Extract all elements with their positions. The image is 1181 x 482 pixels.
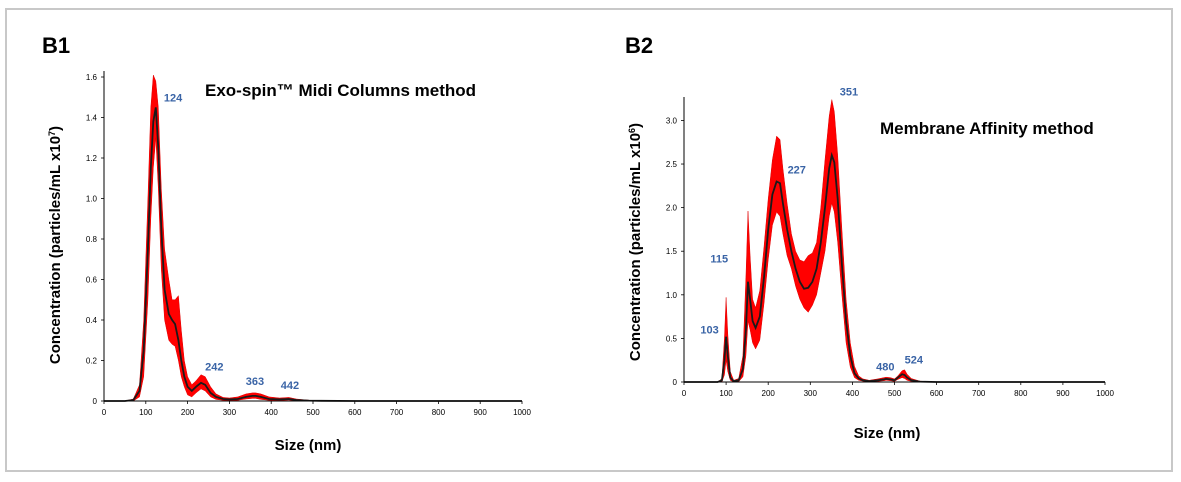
x-tick-label-b2: 0 [682,389,687,398]
error-band-b1 [104,74,522,402]
mean-line-b1 [104,107,522,402]
y-axis-title-main-b1: Concentration (particles/mL x10 [47,136,64,364]
chart-title-b1: Exo-spin™ Midi Columns method [205,81,476,100]
peak-label-b1: 442 [281,380,299,392]
y-axis-title-close-b1: ) [47,126,64,131]
x-tick-label-b2: 1000 [1096,389,1114,398]
x-tick-label-b2: 300 [804,389,818,398]
x-tick-label-b2: 400 [846,389,860,398]
peak-label-b2: 480 [876,362,894,374]
mean-line-b2 [684,151,1105,383]
y-tick-label-b2: 2.0 [666,204,678,213]
peak-label-b2: 103 [700,325,718,337]
peak-label-b1: 242 [205,362,223,374]
x-tick-label-b1: 600 [348,408,362,417]
x-tick-label-b2: 900 [1056,389,1070,398]
peak-label-b2: 227 [788,164,806,176]
y-tick-label-b1: 0 [93,397,98,406]
x-tick-label-b1: 700 [390,408,404,417]
peak-label-b2: 351 [840,86,858,98]
x-axis-title-b1: Size (nm) [275,437,342,454]
x-tick-label-b1: 300 [223,408,237,417]
x-tick-label-b2: 700 [972,389,986,398]
y-tick-label-b2: 0.5 [666,334,678,343]
x-tick-label-b2: 100 [719,389,733,398]
y-axis-title-exp-b1: 7 [47,131,57,136]
y-axis-title-main-b2: Concentration (particles/mL x10 [627,133,644,361]
panel-label-b1: B1 [42,33,70,58]
y-tick-label-b1: 1.2 [86,154,98,163]
y-tick-label-b1: 0.8 [86,235,98,244]
y-axis-title-b2: Concentration (particles/mL x106) [627,123,644,361]
x-tick-label-b1: 400 [265,408,279,417]
y-tick-label-b2: 0 [673,378,678,387]
x-tick-label-b1: 800 [432,408,446,417]
y-tick-label-b1: 1.4 [86,114,98,123]
y-tick-label-b2: 2.5 [666,160,678,169]
y-tick-label-b1: 0.2 [86,357,98,366]
x-axis-title-b2: Size (nm) [854,425,921,442]
y-axis-title-exp-b2: 6 [627,128,637,133]
peak-label-b2: 115 [710,254,728,266]
y-tick-label-b2: 1.5 [666,247,678,256]
peak-label-b1: 363 [246,376,264,388]
peak-label-b2: 524 [905,354,924,366]
y-axis-title-close-b2: ) [627,123,644,128]
error-band-b2 [684,99,1105,383]
chart-title-b2: Membrane Affinity method [880,119,1094,138]
x-tick-label-b1: 500 [306,408,320,417]
y-tick-label-b1: 0.6 [86,276,98,285]
y-tick-label-b2: 3.0 [666,116,678,125]
y-tick-label-b2: 1.0 [666,291,678,300]
x-tick-label-b1: 100 [139,408,153,417]
y-tick-label-b1: 0.4 [86,316,98,325]
panel-b1: B1 Exo-spin™ Midi Columns method Size (n… [42,33,531,454]
x-tick-label-b2: 500 [888,389,902,398]
x-tick-label-b1: 1000 [513,408,531,417]
x-tick-label-b1: 900 [474,408,488,417]
x-tick-label-b2: 800 [1014,389,1028,398]
peak-label-b1: 124 [164,92,183,104]
y-tick-label-b1: 1.0 [86,195,98,204]
x-tick-label-b2: 600 [930,389,944,398]
x-tick-label-b1: 0 [102,408,107,417]
x-tick-label-b2: 200 [762,389,776,398]
figure-frame [5,8,1173,472]
panel-b2: B2 Membrane Affinity method Size (nm) Co… [625,33,1114,442]
x-tick-label-b1: 200 [181,408,195,417]
y-axis-title-b1: Concentration (particles/mL x107) [47,126,64,364]
panel-label-b2: B2 [625,33,653,58]
y-tick-label-b1: 1.6 [86,73,98,82]
